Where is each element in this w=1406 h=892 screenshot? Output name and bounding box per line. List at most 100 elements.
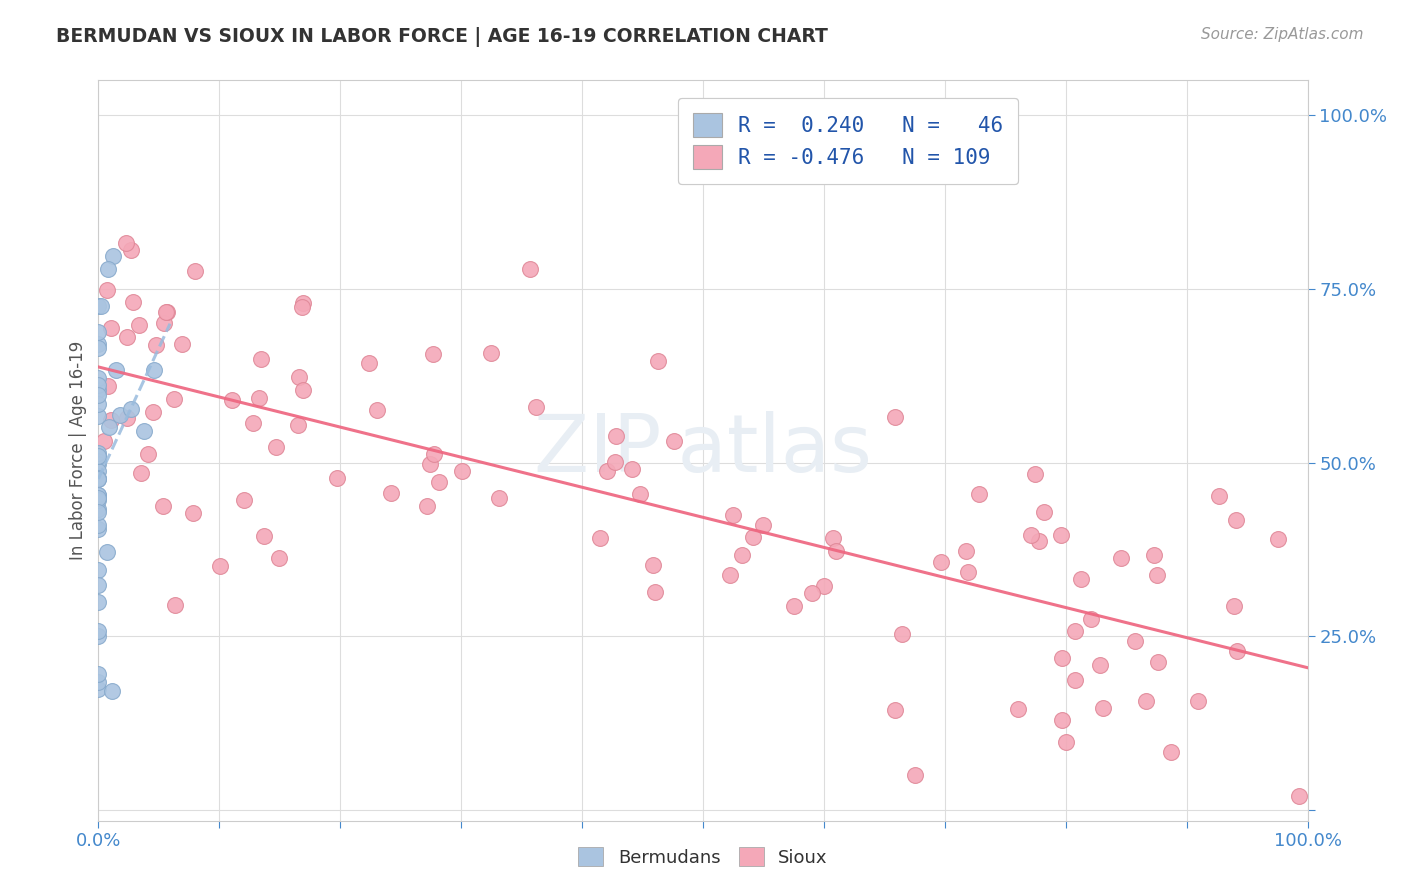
Point [1033,505,1056,519]
Point [891,627,914,641]
Point [603,455,626,469]
Point [589,531,612,545]
Point [1160,745,1182,759]
Point [131,467,153,481]
Point [117,411,139,425]
Point [233,493,256,508]
Point [1064,624,1087,638]
Point [1064,673,1087,688]
Point [450,465,472,479]
Point [110,408,132,422]
Point [1223,599,1246,613]
Point [1226,644,1249,658]
Point [87,453,110,467]
Point [823,531,845,545]
Point [97,262,120,277]
Point [209,558,232,573]
Point [742,530,765,544]
Point [87,378,110,392]
Point [101,249,124,263]
Point [87,409,110,424]
Point [641,558,664,572]
Point [87,674,110,689]
Point [128,318,150,333]
Point [721,508,744,522]
Point [100,320,122,334]
Point [87,341,110,355]
Point [101,684,124,698]
Point [1091,701,1114,715]
Point [488,491,510,505]
Point [247,391,270,405]
Point [1050,651,1073,665]
Point [87,682,110,697]
Point [1146,568,1168,582]
Point [141,405,163,419]
Point [252,529,274,543]
Point [1028,533,1050,548]
Point [221,393,243,408]
Point [115,236,138,251]
Point [97,379,120,393]
Point [929,555,952,569]
Point [100,412,122,426]
Point [605,429,627,443]
Point [87,464,110,478]
Point [87,325,110,339]
Point [87,505,110,519]
Point [87,491,110,505]
Point [479,346,502,360]
Point [87,445,110,459]
Point [87,471,110,485]
Point [1208,489,1230,503]
Point [122,295,145,310]
Point [731,548,754,562]
Point [824,544,846,558]
Point [326,471,349,485]
Point [266,440,288,454]
Point [87,299,110,313]
Point [1088,657,1111,672]
Text: BERMUDAN VS SIOUX IN LABOR FORCE | AGE 16-19 CORRELATION CHART: BERMUDAN VS SIOUX IN LABOR FORCE | AGE 1… [56,27,828,46]
Point [1135,694,1157,708]
Point [1070,572,1092,586]
Point [644,584,666,599]
Point [87,517,110,532]
Point [647,354,669,368]
Point [105,363,128,377]
Point [955,544,977,558]
Point [87,563,110,577]
Point [87,624,110,638]
Point [87,471,110,485]
Point [87,449,110,463]
Point [87,488,110,502]
Legend: R =  0.240   N =   46, R = -0.476   N = 109: R = 0.240 N = 46, R = -0.476 N = 109 [678,98,1018,184]
Point [87,383,110,397]
Point [87,595,110,609]
Point [120,401,142,416]
Point [1024,467,1046,481]
Point [380,486,402,500]
Point [718,568,741,582]
Point [87,370,110,384]
Point [1050,528,1073,542]
Point [87,457,110,471]
Point [1019,528,1042,542]
Point [366,402,388,417]
Point [87,488,110,502]
Point [287,418,309,433]
Point [1187,694,1209,708]
Point [152,499,174,513]
Point [87,667,110,681]
Point [801,586,824,600]
Point [524,400,547,414]
Point [142,362,165,376]
Point [172,336,194,351]
Point [416,500,439,514]
Point [156,305,179,319]
Point [621,462,644,476]
Point [287,369,309,384]
Point [752,518,775,533]
Point [291,300,314,314]
Point [250,351,273,366]
